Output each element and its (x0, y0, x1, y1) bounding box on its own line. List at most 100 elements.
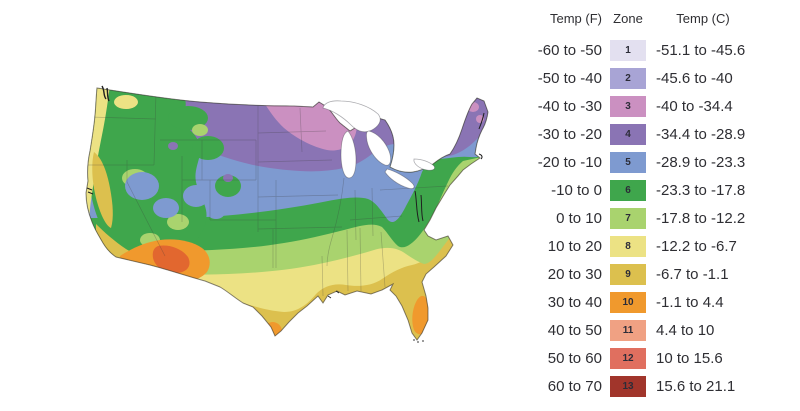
zone-number: 9 (625, 269, 631, 280)
temp-f-label: 0 to 10 (556, 210, 602, 227)
temp-c-label: -40 to -34.4 (656, 98, 733, 115)
rockies-green-3 (215, 175, 241, 197)
legend-row: 40 to 50 11 4.4 to 10 (500, 320, 800, 341)
sf-bay-detail (86, 187, 94, 195)
zone-swatch: 1 (610, 40, 646, 61)
lake-erie (384, 168, 415, 190)
zone-number: 2 (625, 73, 631, 84)
zone-swatch: 5 (610, 152, 646, 173)
temp-f-label: -40 to -30 (537, 98, 602, 115)
temp-f-label: 50 to 60 (547, 350, 602, 367)
legend-rows: -60 to -50 1 -51.1 to -45.6 -50 to -40 2 -45.… (500, 0, 800, 411)
zone-number: 1 (625, 45, 631, 56)
zone-number: 7 (625, 213, 631, 224)
legend-header-temp-f: Temp (F) (550, 11, 602, 26)
zone-number: 5 (625, 157, 631, 168)
legend-row: 50 to 60 12 10 to 15.6 (500, 348, 800, 369)
temp-c-label: -45.6 to -40 (656, 70, 733, 87)
temp-c-label: -28.9 to -23.3 (656, 154, 746, 171)
legend-row: 10 to 20 8 -12.2 to -6.7 (500, 236, 800, 257)
zone-3-strip (210, 88, 256, 100)
zone-swatch: 10 (610, 292, 646, 313)
temp-f-label: 60 to 70 (547, 378, 602, 395)
rockies-green-1 (168, 106, 208, 130)
legend-row: 0 to 10 7 -17.8 to -12.2 (500, 208, 800, 229)
lake-michigan (340, 130, 357, 179)
zone-number: 6 (625, 185, 631, 196)
zone-swatch: 7 (610, 208, 646, 229)
zone-number: 8 (625, 241, 631, 252)
coastal-details (86, 85, 485, 299)
zone-swatch: 9 (610, 264, 646, 285)
legend-row: -50 to -40 2 -45.6 to -40 (500, 68, 800, 89)
temp-f-label: 20 to 30 (547, 266, 602, 283)
gulf-coast-detail (327, 290, 340, 299)
temp-c-label: -12.2 to -6.7 (656, 238, 737, 255)
temp-f-label: 30 to 40 (547, 294, 602, 311)
temp-c-label: -6.7 to -1.1 (656, 266, 729, 283)
zone-swatch: 2 (610, 68, 646, 89)
legend-row: -20 to -10 5 -28.9 to -23.3 (500, 152, 800, 173)
temp-c-label: -34.4 to -28.9 (656, 126, 746, 143)
zone-3-spot-nd (266, 95, 284, 109)
zone-swatch: 8 (610, 236, 646, 257)
legend-row: -10 to 0 6 -23.3 to -17.8 (500, 180, 800, 201)
puget-sound-detail (101, 85, 110, 102)
temp-c-label: -17.8 to -12.2 (656, 210, 746, 227)
basin-blue-1 (125, 172, 159, 200)
temp-f-label: -20 to -10 (537, 154, 602, 171)
legend-row: -40 to -30 3 -40 to -34.4 (500, 96, 800, 117)
cape-cod-detail (478, 153, 483, 160)
zone-swatch: 11 (610, 320, 646, 341)
state-borders (88, 91, 449, 297)
rockies-purple-1 (168, 142, 178, 150)
basin-blue-2 (153, 198, 179, 218)
legend-header-zone: Zone (613, 11, 643, 26)
zone-swatch: 4 (610, 124, 646, 145)
temp-f-label: 40 to 50 (547, 322, 602, 339)
lake-huron (366, 130, 392, 166)
maine-coast-detail (478, 112, 485, 130)
zone-number: 10 (622, 297, 634, 308)
desert-hot-core (152, 245, 190, 274)
legend-row: -30 to -20 4 -34.4 to -28.9 (500, 124, 800, 145)
rockies-green-2 (192, 136, 224, 160)
zone-number: 11 (622, 325, 634, 336)
temp-f-label: -10 to 0 (551, 182, 602, 199)
temp-f-label: 10 to 20 (547, 238, 602, 255)
temp-f-label: -60 to -50 (537, 42, 602, 59)
basin-blue-4 (207, 205, 225, 219)
temp-f-label: -50 to -40 (537, 70, 602, 87)
zone-swatch: 3 (610, 96, 646, 117)
basin-blue-5 (202, 160, 218, 172)
legend-header-temp-c: Temp (C) (676, 11, 730, 26)
legend-row: 20 to 30 9 -6.7 to -1.1 (500, 264, 800, 285)
temp-c-label: -51.1 to -45.6 (656, 42, 746, 59)
zone-number: 4 (625, 129, 631, 140)
legend-row: 30 to 40 10 -1.1 to 4.4 (500, 292, 800, 313)
east-wa-yellow (114, 95, 138, 109)
temp-c-label: 4.4 to 10 (656, 322, 715, 339)
lake-superior (322, 100, 381, 133)
temp-c-label: -23.3 to -17.8 (656, 182, 746, 199)
basin-blue-3 (183, 185, 209, 207)
basin-lightgreen-3 (192, 124, 208, 136)
zone-number: 12 (622, 353, 634, 364)
legend-row: -60 to -50 1 -51.1 to -45.6 (500, 40, 800, 61)
great-lakes (322, 100, 435, 190)
chesapeake-bay-detail (414, 190, 424, 223)
zone-swatch: 13 (610, 376, 646, 397)
temp-f-label: -30 to -20 (537, 126, 602, 143)
temp-c-label: -1.1 to 4.4 (656, 294, 724, 311)
florida-keys (413, 339, 424, 343)
temp-c-label: 10 to 15.6 (656, 350, 723, 367)
zone-swatch: 6 (610, 180, 646, 201)
zone-number: 13 (622, 381, 634, 392)
central-valley-gold (92, 152, 113, 228)
zone-swatch: 12 (610, 348, 646, 369)
lake-ontario (413, 158, 435, 171)
basin-lightgreen-2 (167, 214, 189, 230)
zone-number: 3 (625, 101, 631, 112)
temp-c-label: 15.6 to 21.1 (656, 378, 736, 395)
